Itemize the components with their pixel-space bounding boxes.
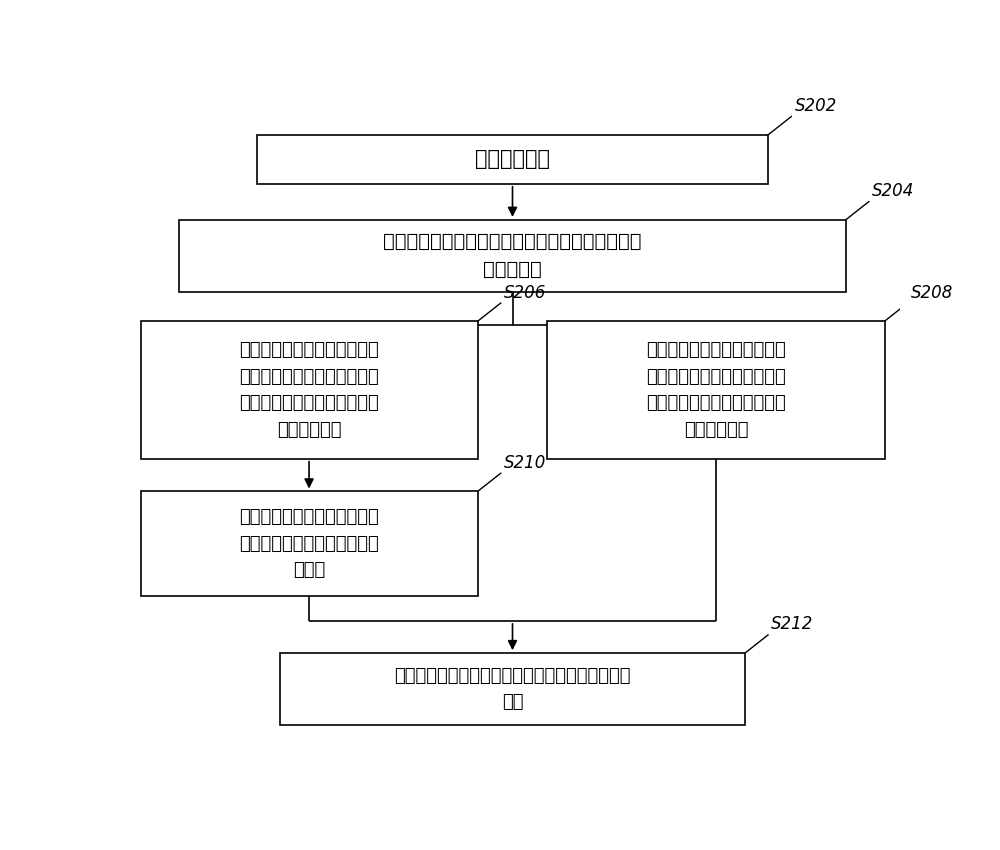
Bar: [140, 491, 478, 596]
Text: S212: S212: [771, 615, 814, 633]
Text: S210: S210: [504, 454, 546, 472]
Text: S202: S202: [795, 97, 837, 115]
Bar: [179, 220, 846, 292]
Text: 获取输入图像: 获取输入图像: [475, 150, 550, 169]
Text: 对初始局部特征进行局部信息
聚合，得到优化局部特征，对
优化局部特征进行卷积处理以
获得局部参数: 对初始局部特征进行局部信息 聚合，得到优化局部特征，对 优化局部特征进行卷积处理…: [239, 342, 379, 439]
Text: 基于局部参数对输入图像的像
素进行增强处理，得到局部增
强图像: 基于局部参数对输入图像的像 素进行增强处理，得到局部增 强图像: [239, 508, 379, 579]
Bar: [280, 653, 745, 725]
Text: 基于全局参数对局部增强图像进行处理，得到增强
图像: 基于全局参数对局部增强图像进行处理，得到增强 图像: [394, 667, 631, 711]
Bar: [547, 321, 885, 459]
Text: 对初始全局特征进行全局信息
挖掘，得到优化全局特征，对
优化全局特征进行卷积处理以
获得全局参数: 对初始全局特征进行全局信息 挖掘，得到优化全局特征，对 优化全局特征进行卷积处理…: [646, 342, 786, 439]
Bar: [140, 321, 478, 459]
Bar: [257, 135, 768, 184]
Text: 对输入图像进行特征提取，得到初始局部特征和初
始全局特征: 对输入图像进行特征提取，得到初始局部特征和初 始全局特征: [383, 232, 642, 280]
Text: S206: S206: [504, 284, 546, 302]
Text: S208: S208: [911, 284, 953, 302]
Text: S204: S204: [872, 182, 914, 201]
